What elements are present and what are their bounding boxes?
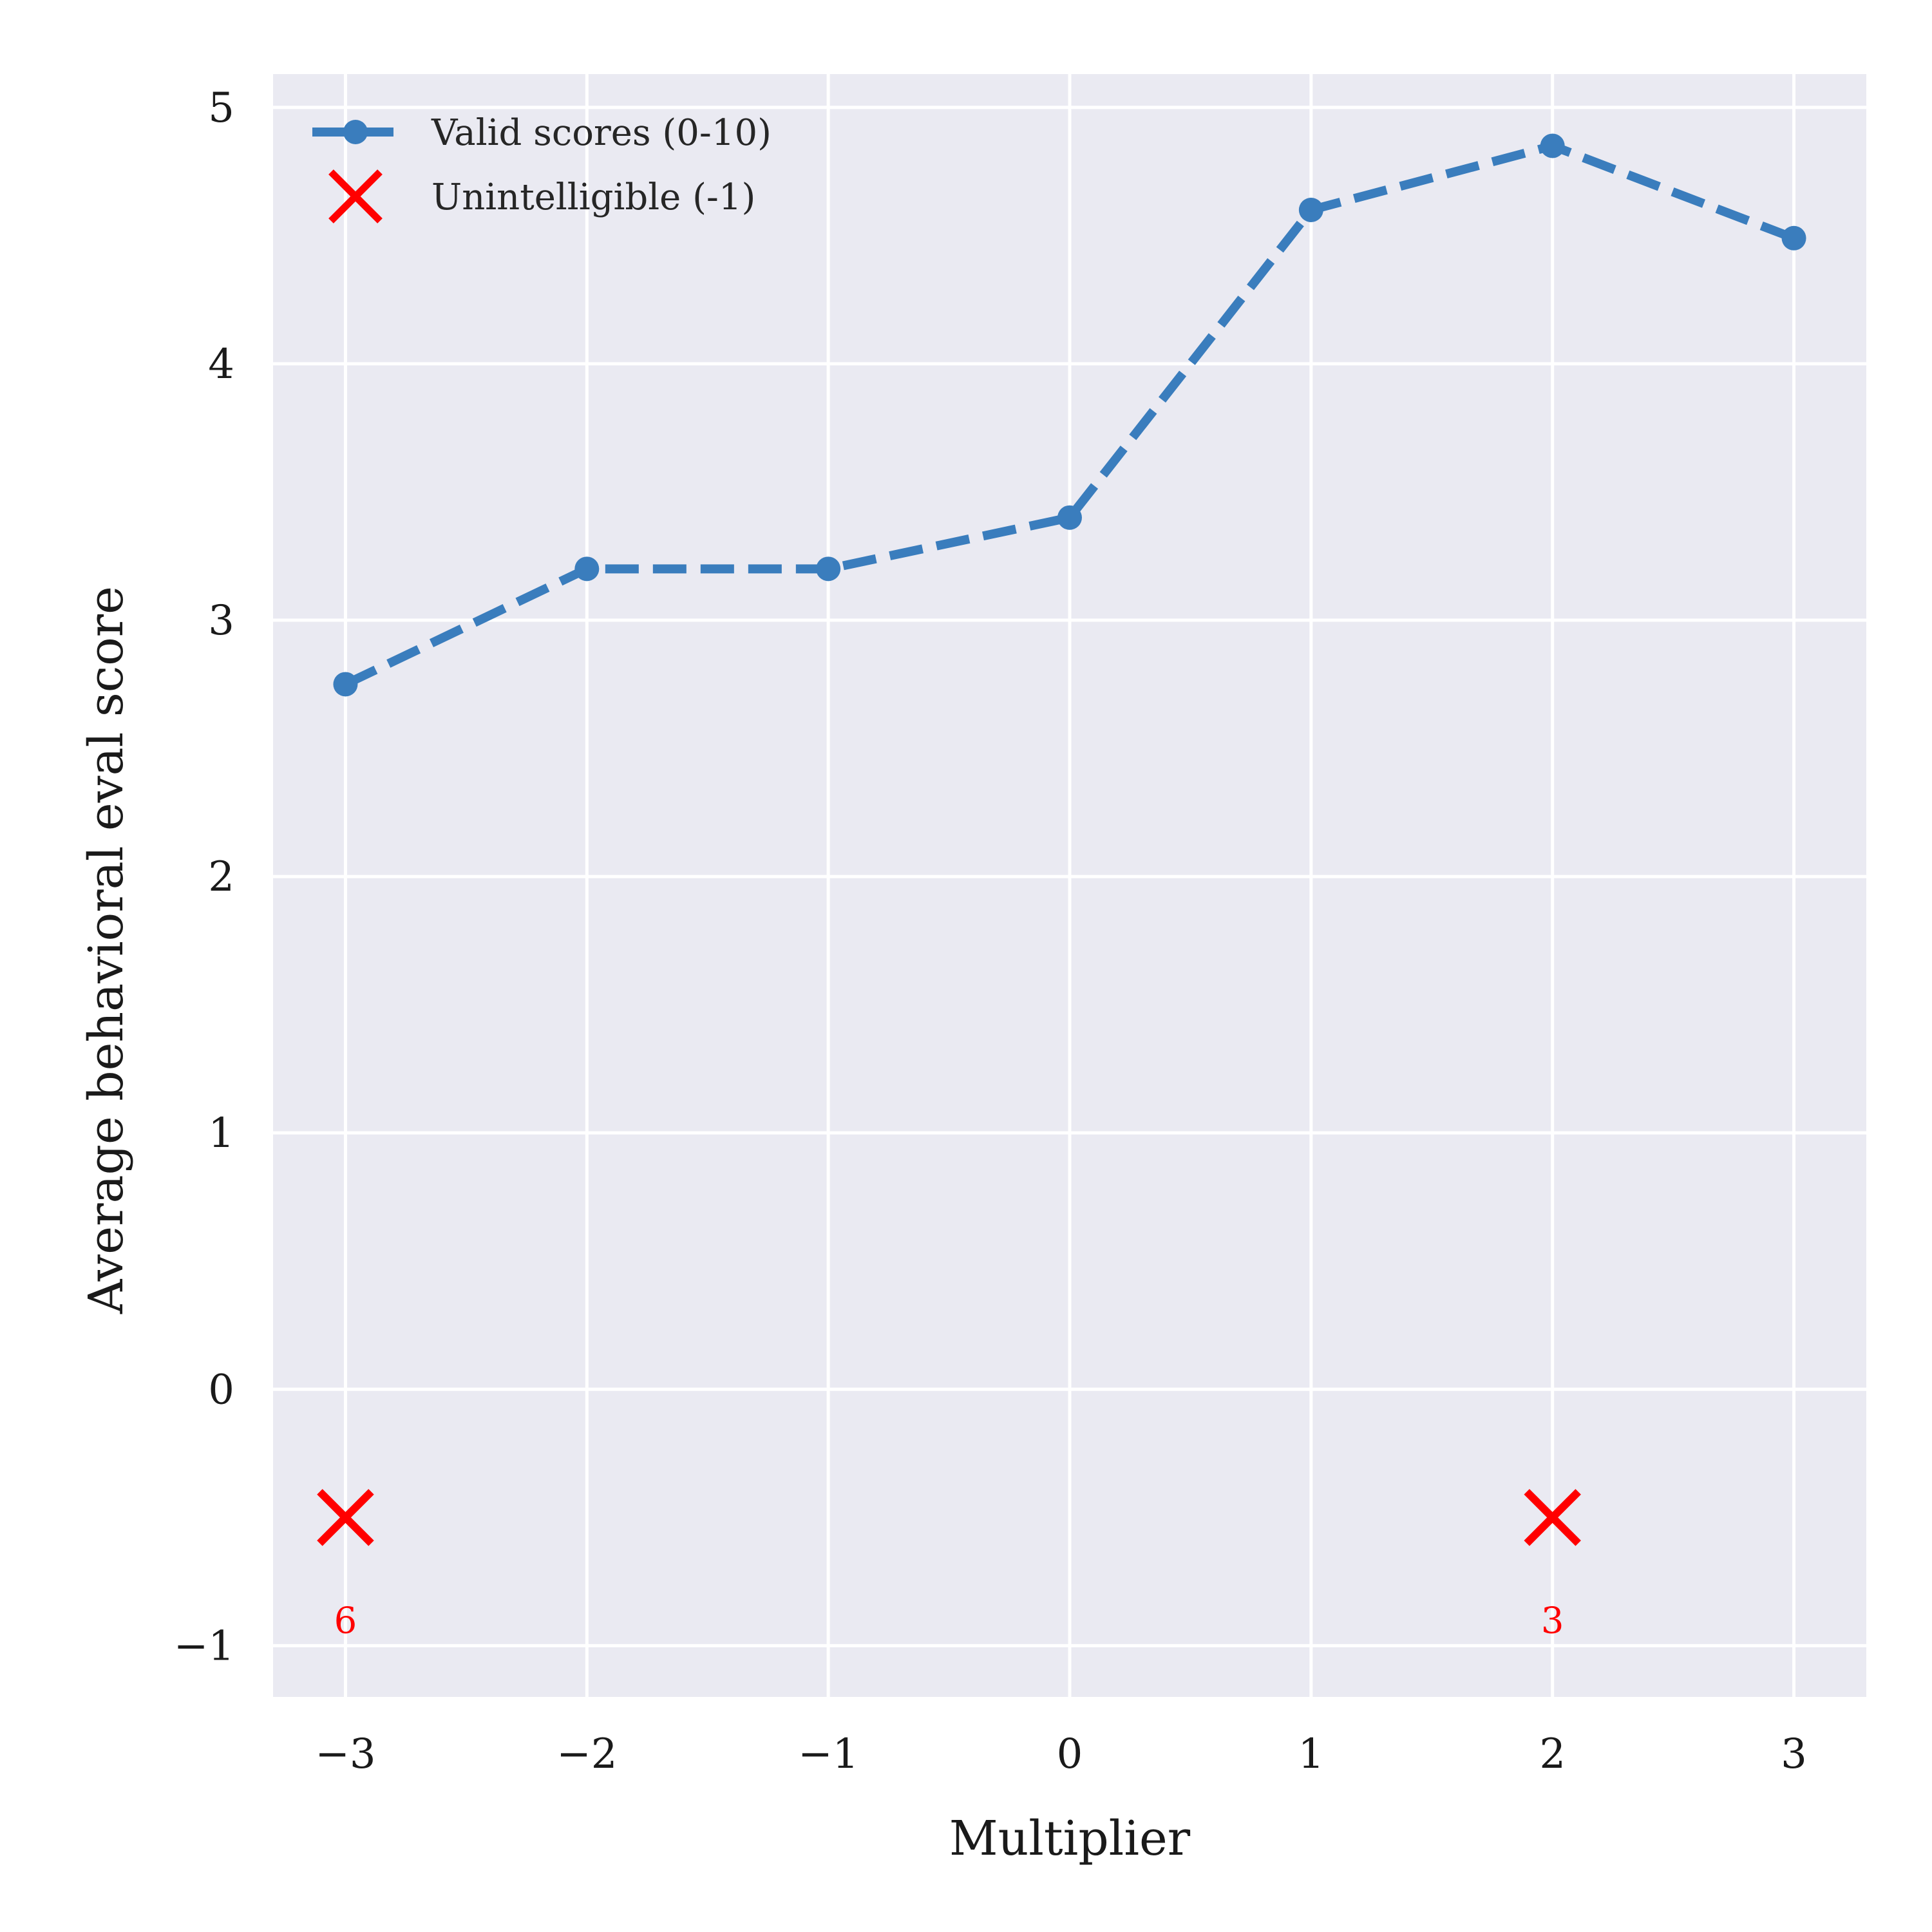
y-tick-label: 2 bbox=[208, 853, 234, 901]
y-tick-label: −1 bbox=[174, 1622, 234, 1670]
unintelligible-x-marker bbox=[317, 1489, 374, 1546]
unintelligible-count-label: 6 bbox=[334, 1600, 357, 1642]
valid-score-point bbox=[1298, 197, 1323, 222]
y-tick-label: 4 bbox=[208, 341, 234, 388]
legend-label-valid: Valid scores (0-10) bbox=[431, 112, 772, 154]
x-tick-label: 0 bbox=[1057, 1730, 1083, 1778]
legend-x-stroke bbox=[328, 169, 383, 223]
legend-unintelligible-x-icon bbox=[328, 169, 383, 223]
x-marker-stroke bbox=[1524, 1489, 1581, 1546]
x-marker-stroke bbox=[317, 1489, 374, 1546]
tick-labels: −3 −2 −1 0 1 2 3 −1 0 1 2 3 4 5 bbox=[174, 84, 1807, 1778]
valid-score-point bbox=[574, 556, 600, 582]
y-tick-label: 5 bbox=[208, 84, 234, 132]
valid-score-point bbox=[816, 556, 841, 582]
x-axis-title: Multiplier bbox=[949, 1811, 1191, 1866]
x-tick-label: 3 bbox=[1781, 1730, 1807, 1778]
valid-score-point bbox=[1057, 505, 1082, 530]
legend-label-unintelligible: Unintelligible (-1) bbox=[431, 176, 755, 218]
legend: Valid scores (0-10) Unintelligible (-1) bbox=[312, 112, 772, 223]
x-tick-label: −1 bbox=[798, 1730, 858, 1778]
x-tick-label: 1 bbox=[1298, 1730, 1324, 1778]
valid-score-point bbox=[1781, 225, 1806, 251]
valid-score-point bbox=[1540, 133, 1565, 158]
y-tick-label: 3 bbox=[208, 597, 234, 645]
x-tick-label: 2 bbox=[1539, 1730, 1566, 1778]
y-tick-label: 1 bbox=[208, 1110, 234, 1157]
x-tick-label: −3 bbox=[315, 1730, 375, 1778]
valid-score-point bbox=[333, 672, 358, 697]
grid-lines bbox=[273, 74, 1866, 1697]
y-axis-title: Average behavioral eval score bbox=[79, 586, 134, 1314]
legend-valid-marker-swatch bbox=[343, 120, 368, 144]
unintelligible-x-marker bbox=[1524, 1489, 1581, 1546]
unintelligible-count-label: 3 bbox=[1541, 1600, 1564, 1642]
y-tick-label: 0 bbox=[208, 1366, 234, 1414]
x-tick-label: −2 bbox=[556, 1730, 617, 1778]
